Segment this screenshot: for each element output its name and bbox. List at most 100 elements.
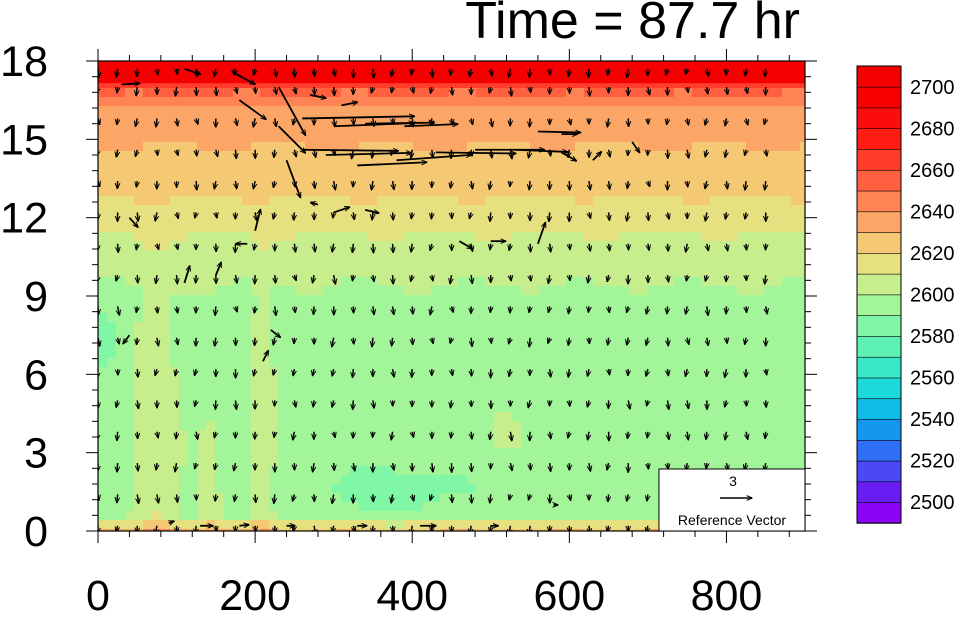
field-cell bbox=[800, 223, 805, 233]
field-cell bbox=[800, 313, 805, 323]
field-cell bbox=[422, 511, 432, 521]
field-cell bbox=[332, 88, 342, 98]
field-cell bbox=[674, 304, 684, 314]
field-cell bbox=[638, 286, 648, 296]
field-cell bbox=[233, 277, 243, 287]
field-cell bbox=[512, 520, 522, 530]
field-cell bbox=[116, 322, 126, 332]
field-cell bbox=[557, 223, 567, 233]
vector-arrow bbox=[646, 306, 648, 314]
field-cell bbox=[656, 187, 666, 197]
field-cell bbox=[206, 376, 216, 386]
field-cell bbox=[323, 223, 333, 233]
field-cell bbox=[611, 358, 621, 368]
colorbar-label: 2520 bbox=[910, 451, 955, 473]
field-cell bbox=[206, 97, 216, 107]
field-cell bbox=[476, 313, 486, 323]
vector-arrow bbox=[195, 368, 197, 375]
field-cell bbox=[233, 475, 243, 485]
vector-arrow bbox=[765, 431, 766, 439]
field-cell bbox=[98, 178, 108, 188]
field-cell bbox=[431, 340, 441, 350]
vector-arrow bbox=[235, 306, 237, 311]
field-cell bbox=[656, 205, 666, 215]
field-cell bbox=[557, 142, 567, 152]
field-cell bbox=[170, 178, 180, 188]
field-cell bbox=[503, 250, 513, 260]
field-cell bbox=[440, 448, 450, 458]
field-cell bbox=[323, 358, 333, 368]
field-cell bbox=[593, 439, 603, 449]
vector-arrow bbox=[393, 525, 394, 531]
vector-arrow bbox=[135, 118, 137, 126]
field-cell bbox=[278, 457, 288, 467]
field-cell bbox=[485, 412, 495, 422]
field-cell bbox=[170, 331, 180, 341]
field-cell bbox=[305, 349, 315, 359]
field-cell bbox=[206, 304, 216, 314]
field-cell bbox=[98, 160, 108, 170]
field-cell bbox=[548, 223, 558, 233]
field-cell bbox=[800, 241, 805, 251]
vector-arrow bbox=[136, 87, 137, 96]
field-cell bbox=[287, 394, 297, 404]
field-cell bbox=[494, 151, 504, 161]
vector-arrow bbox=[137, 337, 138, 345]
field-cell bbox=[404, 511, 414, 521]
field-cell bbox=[242, 133, 252, 143]
field-cell bbox=[665, 457, 675, 467]
field-cell bbox=[539, 349, 549, 359]
field-cell bbox=[557, 511, 567, 521]
field-cell bbox=[521, 430, 531, 440]
field-cell bbox=[764, 115, 774, 125]
field-cell bbox=[656, 340, 666, 350]
field-cell bbox=[638, 250, 648, 260]
vector-arrow bbox=[589, 243, 590, 251]
field-cell bbox=[377, 79, 387, 89]
field-cell bbox=[611, 484, 621, 494]
field-cell bbox=[494, 259, 504, 269]
field-cell bbox=[260, 187, 270, 197]
field-cell bbox=[647, 277, 657, 287]
field-cell bbox=[188, 232, 198, 242]
field-cell bbox=[422, 277, 432, 287]
field-cell bbox=[314, 250, 324, 260]
field-cell bbox=[746, 178, 756, 188]
field-cell bbox=[395, 394, 405, 404]
field-cell bbox=[485, 124, 495, 134]
field-cell bbox=[593, 304, 603, 314]
field-cell bbox=[242, 277, 252, 287]
field-cell bbox=[197, 529, 207, 531]
field-cell bbox=[764, 259, 774, 269]
field-cell bbox=[350, 493, 360, 503]
field-cell bbox=[620, 160, 630, 170]
field-cell bbox=[305, 214, 315, 224]
field-cell bbox=[305, 313, 315, 323]
field-cell bbox=[530, 286, 540, 296]
field-cell bbox=[584, 448, 594, 458]
field-cell bbox=[134, 511, 144, 521]
field-cell bbox=[692, 448, 702, 458]
field-cell bbox=[593, 340, 603, 350]
vector-arrow bbox=[549, 212, 550, 221]
field-cell bbox=[485, 403, 495, 413]
field-cell bbox=[512, 502, 522, 512]
vector-arrow bbox=[510, 275, 511, 281]
field-cell bbox=[422, 304, 432, 314]
field-cell bbox=[107, 97, 117, 107]
field-cell bbox=[233, 340, 243, 350]
field-cell bbox=[503, 88, 513, 98]
field-cell bbox=[332, 286, 342, 296]
field-cell bbox=[584, 295, 594, 305]
vector-arrow bbox=[529, 68, 530, 77]
field-cell bbox=[314, 502, 324, 512]
field-cell bbox=[152, 340, 162, 350]
vector-arrow bbox=[196, 181, 197, 190]
vector-arrow bbox=[745, 150, 746, 156]
field-cell bbox=[512, 385, 522, 395]
field-cell bbox=[152, 250, 162, 260]
field-cell bbox=[674, 277, 684, 287]
field-cell bbox=[629, 142, 639, 152]
field-cell bbox=[134, 232, 144, 242]
field-cell bbox=[125, 340, 135, 350]
